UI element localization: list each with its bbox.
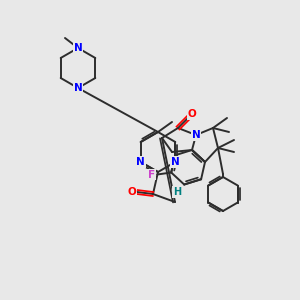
Text: O: O <box>128 187 136 197</box>
Text: H: H <box>173 187 181 197</box>
Text: N: N <box>171 157 180 167</box>
Text: O: O <box>188 109 196 119</box>
Text: N: N <box>74 43 82 53</box>
Text: N: N <box>74 83 82 93</box>
Text: F: F <box>148 169 155 179</box>
Text: N: N <box>136 157 145 167</box>
Text: N: N <box>192 130 200 140</box>
